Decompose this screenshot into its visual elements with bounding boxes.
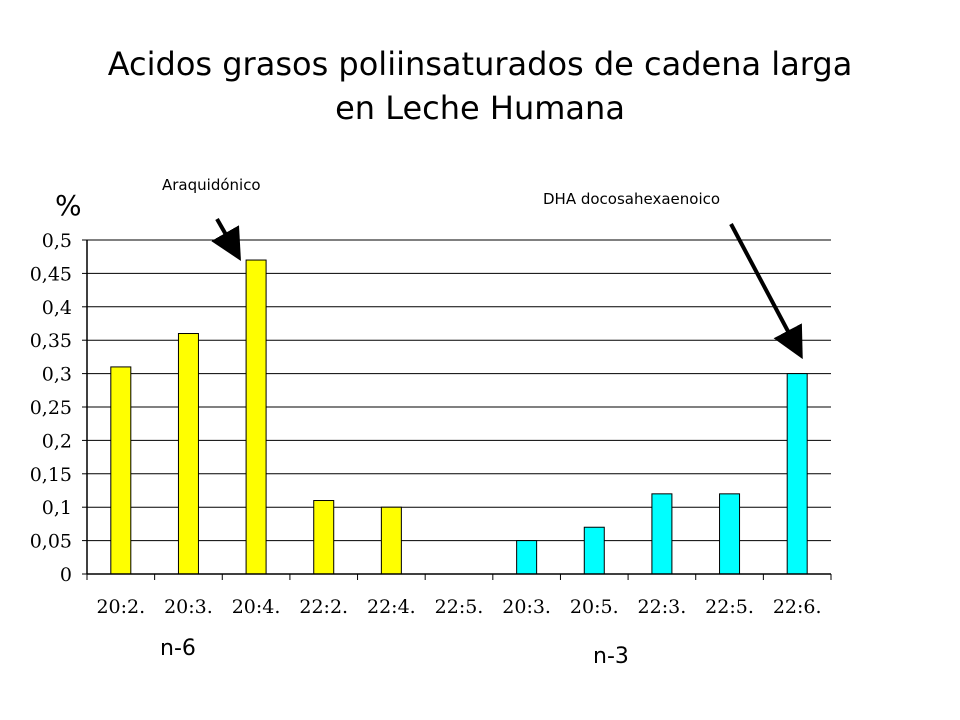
axes: [82, 239, 832, 580]
x-tick-label: 20:3.: [164, 596, 213, 618]
y-axis-label: %: [55, 189, 82, 222]
y-tick-label: 0,45: [30, 263, 72, 285]
x-tick-label: 22:2.: [299, 596, 348, 618]
dha-annotation: DHA docosahexaenoico: [543, 190, 721, 208]
x-tick-label: 20:2.: [96, 596, 145, 618]
y-tick-label: 0,5: [42, 230, 72, 252]
x-tick-label: 22:3.: [638, 596, 687, 618]
bar-n6: [177, 333, 199, 575]
x-tick-label: 22:5.: [705, 596, 754, 618]
title-line-2: en Leche Humana: [335, 89, 625, 127]
bar-n6: [110, 366, 132, 575]
group-label-n6: n-6: [160, 636, 196, 661]
y-tick-label: 0,05: [30, 531, 72, 553]
gridlines: [87, 239, 831, 542]
y-tick-label: 0: [60, 564, 72, 586]
bar-n6: [313, 500, 335, 575]
x-tick-label: 20:5.: [570, 596, 619, 618]
bar-n3: [786, 373, 808, 575]
y-tick-label: 0,25: [30, 397, 72, 419]
y-tick-label: 0,4: [42, 297, 72, 319]
y-tick-label: 0,35: [30, 330, 72, 352]
slide-title: Acidos grasos poliinsaturados de cadena …: [40, 42, 920, 130]
bars: [110, 259, 808, 575]
x-tick-label: 22:4.: [367, 596, 416, 618]
bar-n6: [380, 506, 402, 575]
y-tick-label: 0,2: [42, 430, 72, 452]
group-label-n3: n-3: [593, 644, 629, 669]
tick-labels: 0 0,05 0,1 0,15 0,2 0,25 0,3 0,35 0,4 0,45 0,5 20:2…: [30, 230, 822, 618]
y-tick-label: 0,3: [42, 364, 72, 386]
bar-n3: [583, 526, 605, 575]
bar-n3: [651, 493, 673, 575]
x-tick-label: 20:4.: [232, 596, 281, 618]
x-tick-label: 22:5.: [435, 596, 484, 618]
bar-n6: [245, 259, 267, 575]
arachidonic-annotation: Araquidónico: [162, 176, 261, 194]
dha-arrow: [729, 223, 803, 360]
y-tick-label: 0,15: [30, 464, 72, 486]
title-line-1: Acidos grasos poliinsaturados de cadena …: [107, 45, 853, 83]
bar-n3: [516, 540, 538, 575]
bar-n3: [719, 493, 741, 575]
y-tick-label: 0,1: [42, 497, 72, 519]
x-tick-label: 22:6.: [773, 596, 822, 618]
arachidonic-arrow: [211, 218, 241, 261]
x-tick-label: 20:3.: [502, 596, 551, 618]
